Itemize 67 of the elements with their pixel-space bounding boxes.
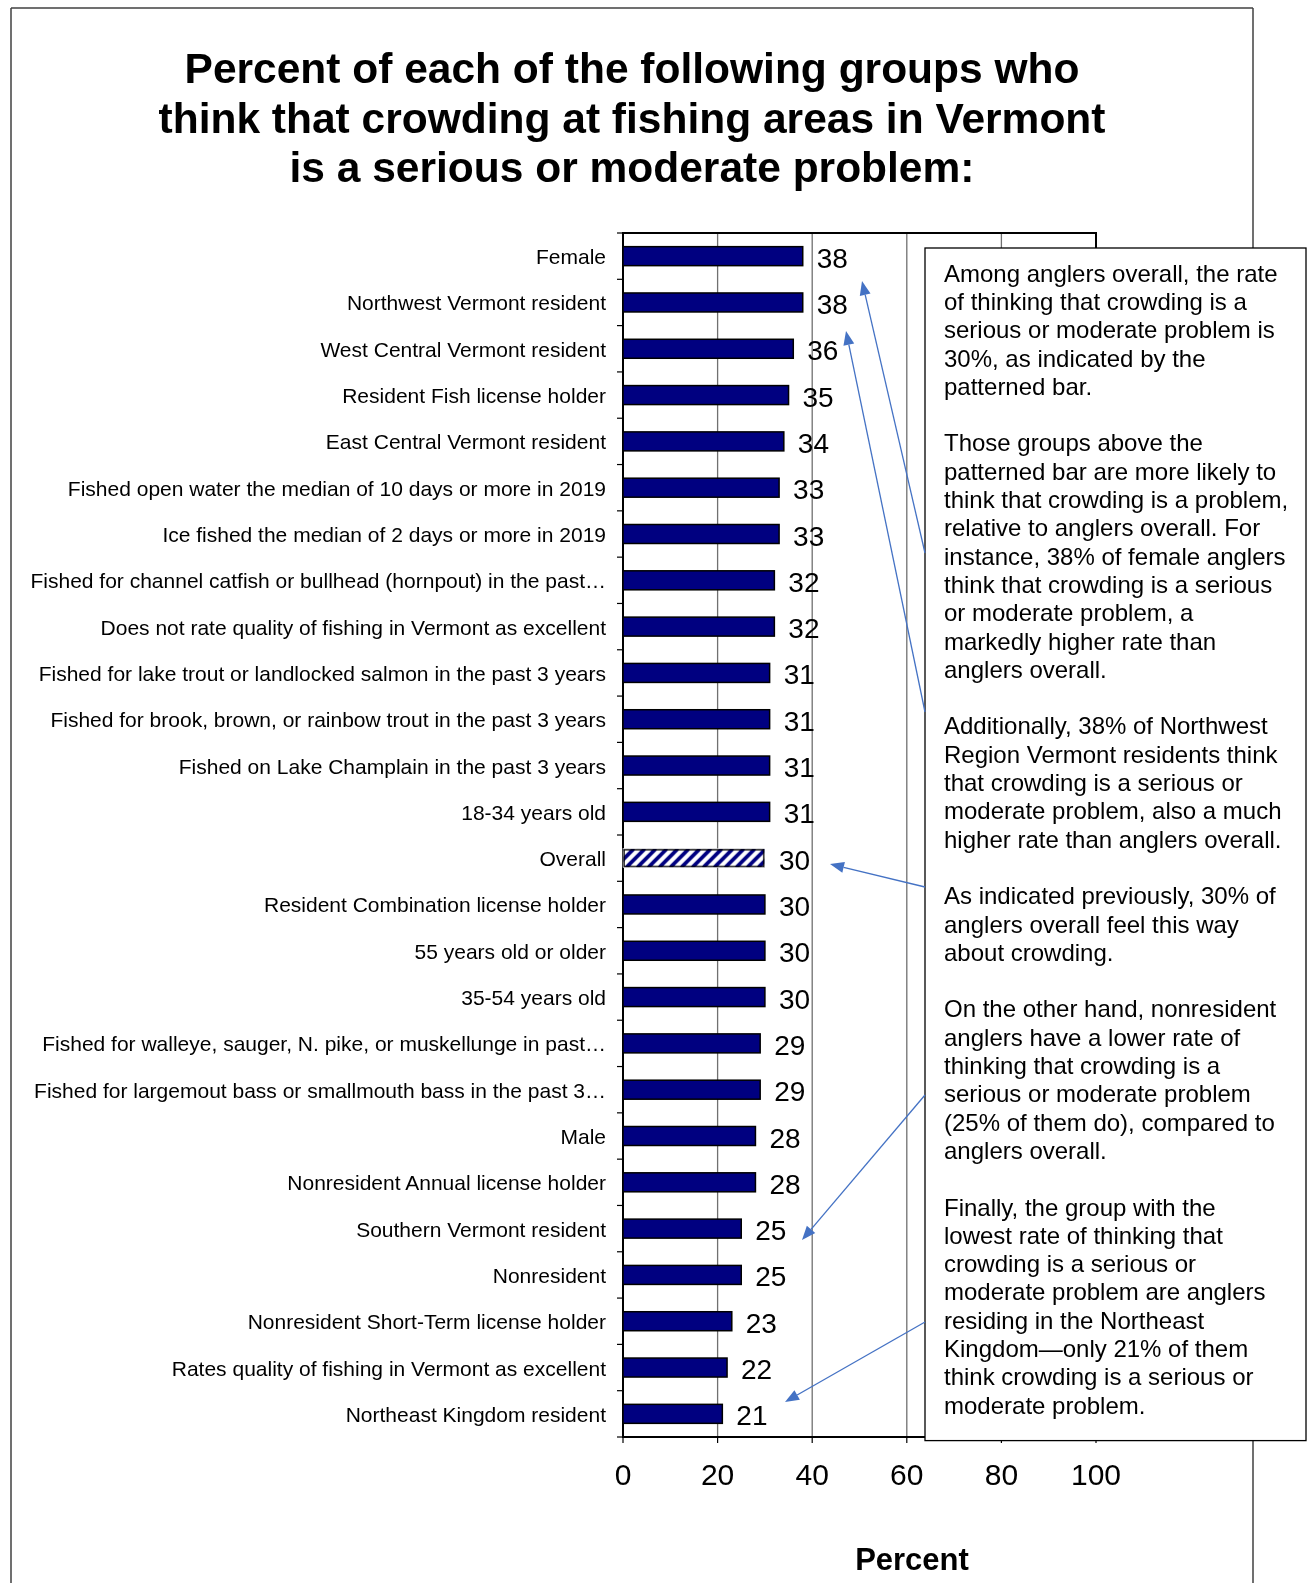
x-tick-label: 40 (795, 1457, 829, 1491)
x-tick-label: 0 (614, 1457, 632, 1491)
y-tick-label: Male (560, 1124, 606, 1148)
data-label: 30 (778, 937, 811, 969)
data-label: 25 (755, 1215, 787, 1247)
y-tick-label: Does not rate quality of fishing in Vermont as excellent (100, 615, 607, 639)
data-label: 38 (816, 288, 848, 320)
y-tick-label: 55 years old or older (414, 939, 606, 963)
data-label: 30 (778, 983, 811, 1015)
data-label: 30 (778, 890, 811, 922)
data-label: 29 (774, 1029, 806, 1061)
y-tick-label: Resident Combination license holder (263, 892, 606, 916)
annotation: Among anglers overall, the rate of thinking that crowding is a serious or moderate problem is 30%, as indicated by the patterned bar. (944, 259, 1278, 400)
y-tick-label: Nonresident Short-Term license holder (247, 1309, 606, 1333)
y-tick-label: Fished for lake trout or landlocked salmon in the past 3 years (38, 661, 606, 685)
annotation: As indicated previously, 30% of anglers overall feel this way about crowding. (944, 881, 1277, 966)
y-tick-label: Fished for largemout bass or smallmouth bass in the past 3… (34, 1078, 606, 1102)
data-label: 38 (816, 242, 848, 274)
y-tick-label: East Central Vermont resident (325, 429, 607, 453)
y-tick-label: Resident Fish license holder (342, 383, 606, 407)
data-label: 28 (769, 1168, 801, 1200)
y-tick-label: Nonresident (492, 1263, 607, 1287)
chart-title: Percent of each of the following groups who think that crowding at fishing areas in Vermont is a serious or moderate problem: (158, 45, 1106, 191)
y-tick-label: Fished for walleye, sauger, N. pike, or muskellunge in past… (42, 1031, 606, 1055)
annotation: Additionally, 38% of Northwest Region Vermont residents think that crowding is a serious or moderate problem, also a much higher rate than anglers overall. (944, 711, 1282, 853)
data-label: 35 (802, 381, 834, 413)
data-label: 31 (783, 798, 815, 830)
y-tick-label: Overall (539, 846, 606, 870)
y-tick-label: 18-34 years old (461, 800, 606, 824)
y-tick-label: Female (535, 244, 606, 268)
x-tick-label: 100 (1070, 1457, 1122, 1491)
data-label: 33 (793, 474, 825, 506)
annotation: Finally, the group with the lowest rate of thinking that crowding is a serious or moderate problem are anglers residing in the Northeast Kingdom—only 21% of them think crowding is a serious or moderate problem. (944, 1193, 1266, 1419)
bar (622, 848, 766, 868)
data-label: 28 (769, 1122, 801, 1154)
y-tick-label: Northwest Vermont resident (346, 290, 607, 314)
data-label: 34 (797, 427, 829, 459)
data-label: 31 (783, 752, 815, 784)
data-label: 25 (755, 1261, 787, 1293)
y-tick-label: Fished for channel catfish or bullhead (hornpout) in the past… (30, 568, 606, 592)
data-label: 36 (807, 335, 839, 367)
data-label: 31 (783, 659, 815, 691)
y-tick-label: Northeast Kingdom resident (345, 1402, 607, 1426)
data-label: 29 (774, 1076, 806, 1108)
text: Those groups above the patterned bar are more likely to think that crowding is a problem, relative to anglers overall. For instance, 38% of female anglers think that crowding is a serious or moderate problem, a markedly higher rate than anglers overall. (944, 428, 1289, 683)
annotation: On the other hand, nonresident anglers have a lower rate of thinking that crowding is a serious or moderate problem (25% of them do), compared to anglers overall. (944, 994, 1277, 1164)
x-tick-label: 60 (890, 1457, 924, 1491)
y-tick-label: Southern Vermont resident (356, 1217, 607, 1241)
y-tick-label: Nonresident Annual license holder (287, 1170, 606, 1194)
data-label: 32 (788, 566, 820, 598)
y-tick-label: Fished on Lake Champlain in the past 3 years (178, 754, 606, 778)
x-tick-label: 20 (700, 1457, 735, 1491)
y-tick-label: Fished open water the median of 10 days or more in 2019 (67, 476, 606, 500)
y-tick-label: 35-54 years old (461, 985, 606, 1009)
data-label: 33 (793, 520, 825, 552)
x-axis-title: Percent (855, 1541, 969, 1577)
y-tick-label: West Central Vermont resident (320, 337, 607, 361)
y-tick-label: Fished for brook, brown, or rainbow trout in the past 3 years (50, 707, 606, 731)
y-tick-label: Rates quality of fishing in Vermont as excellent (171, 1356, 607, 1380)
x-tick-label: 80 (984, 1457, 1019, 1491)
data-label: 21 (736, 1400, 768, 1432)
data-label: 31 (783, 705, 815, 737)
y-tick-label: Ice fished the median of 2 days or more in 2019 (162, 522, 606, 546)
data-label: 22 (741, 1354, 773, 1386)
data-label: 30 (778, 844, 811, 876)
data-label: 32 (788, 613, 820, 645)
data-label: 23 (745, 1307, 777, 1339)
